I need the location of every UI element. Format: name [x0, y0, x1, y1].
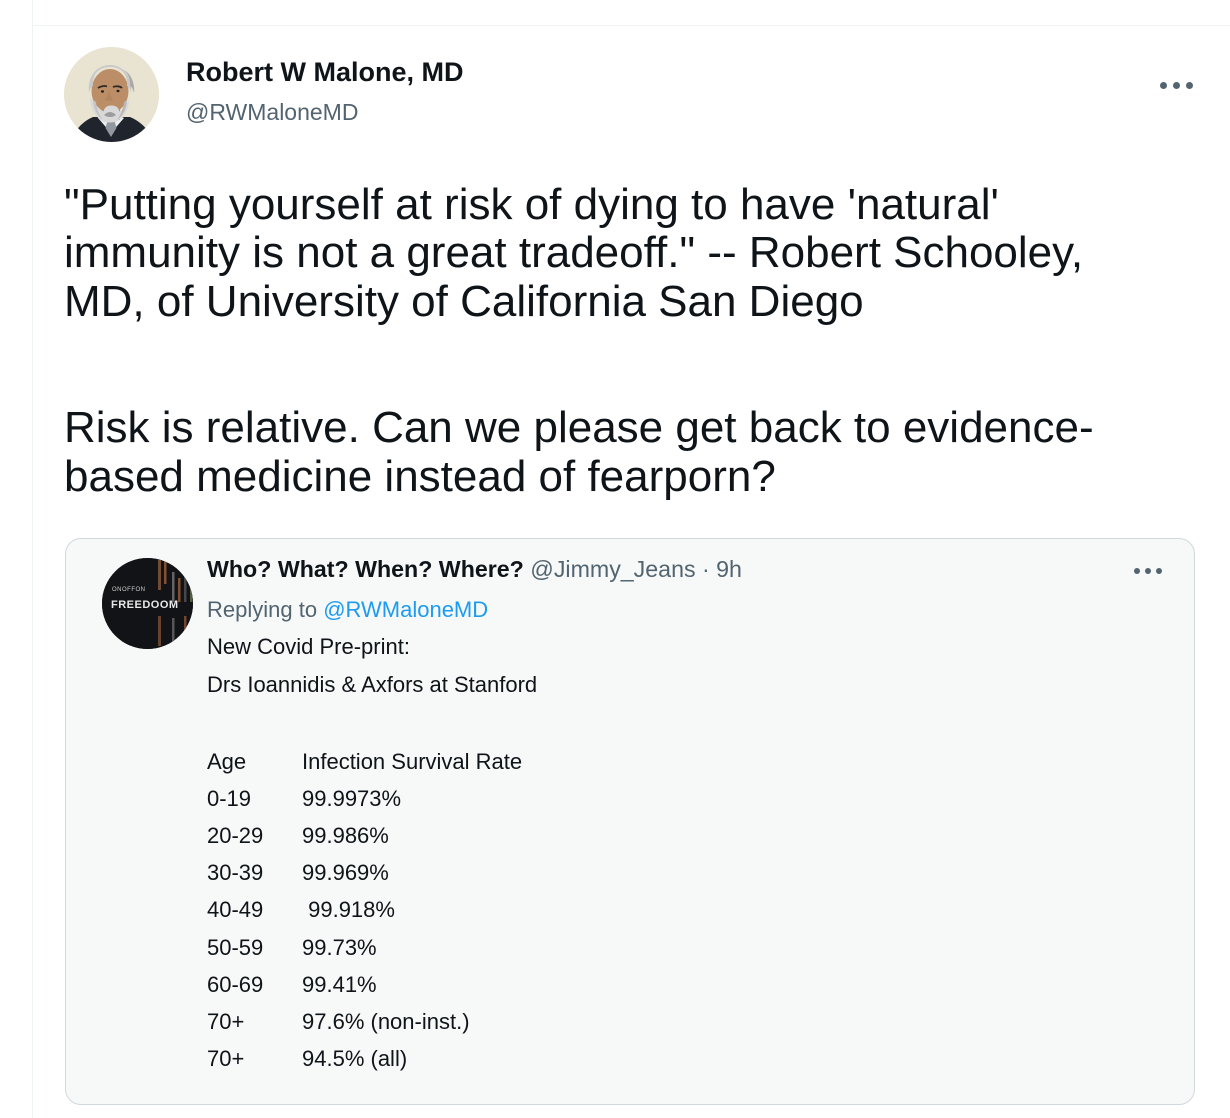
svg-text:FREEDOOM: FREEDOOM: [111, 599, 179, 611]
svg-text:ONOFFON: ONOFFON: [112, 587, 146, 593]
